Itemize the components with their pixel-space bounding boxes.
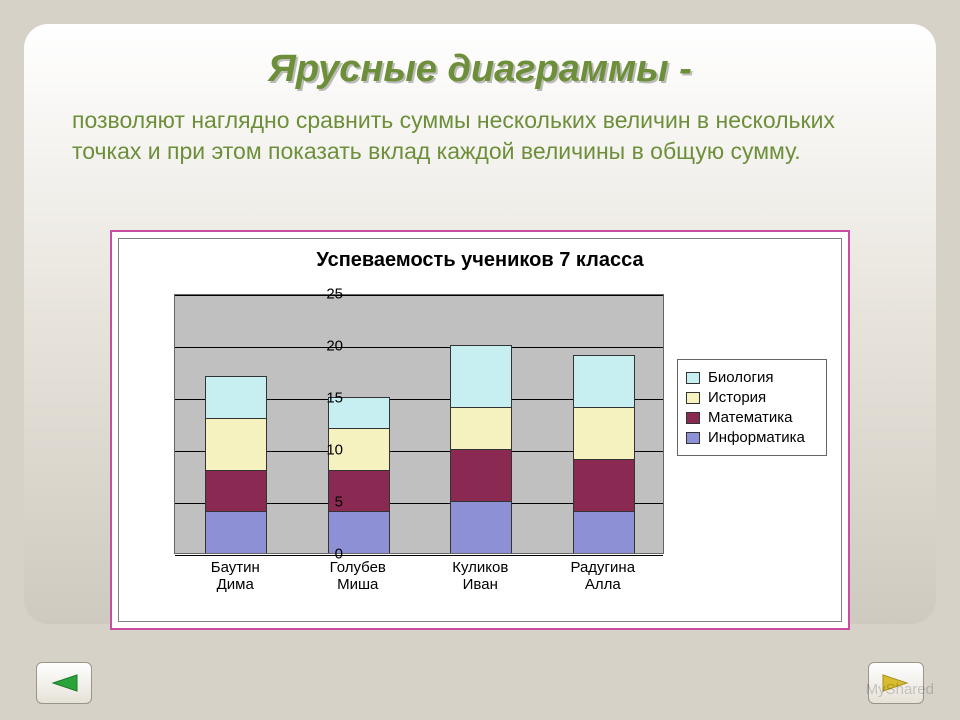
gridline [175,295,663,296]
x-tick-label: БаутинДима [175,559,295,594]
bar-group [573,355,635,553]
bar-segment-math [573,459,635,511]
y-tick-label: 25 [303,286,343,303]
bar-segment-informatics [450,501,512,553]
chart-area: Успеваемость учеников 7 класса Биология И… [118,238,842,622]
watermark: MyShared [866,681,934,698]
slide-title: Ярусные диаграммы - [60,48,900,91]
legend-swatch [686,392,700,404]
legend-item: Информатика [686,429,818,446]
prev-button[interactable] [36,662,92,704]
legend-label: История [708,389,766,406]
bar-segment-biology [205,376,267,418]
legend-label: Математика [708,409,793,426]
bar-segment-biology [573,355,635,407]
legend: Биология История Математика Информатика [677,359,827,456]
bar-group [450,345,512,553]
gridline [175,555,663,556]
bar-segment-history [205,418,267,470]
gridline [175,347,663,348]
bar-segment-math [205,470,267,512]
bar-group [328,397,390,553]
y-tick-label: 10 [303,442,343,459]
legend-label: Биология [708,369,773,386]
y-tick-label: 5 [303,494,343,511]
y-tick-label: 20 [303,338,343,355]
legend-item: История [686,389,818,406]
chart-title: Успеваемость учеников 7 класса [119,249,841,272]
legend-item: Математика [686,409,818,426]
bar-segment-biology [450,345,512,407]
legend-label: Информатика [708,429,805,446]
plot-area [174,294,664,554]
legend-item: Биология [686,369,818,386]
x-tick-label: КуликовИван [420,559,540,594]
bar-group [205,376,267,553]
bar-segment-informatics [573,511,635,553]
slide-description: позволяют наглядно сравнить суммы нескол… [72,105,892,167]
bar-segment-history [573,407,635,459]
chart-frame: Успеваемость учеников 7 класса Биология И… [110,230,850,630]
legend-swatch [686,412,700,424]
bar-segment-history [450,407,512,449]
x-tick-label: РадугинаАлла [543,559,663,594]
legend-swatch [686,372,700,384]
bar-segment-math [450,449,512,501]
x-tick-label: ГолубевМиша [298,559,418,594]
legend-swatch [686,432,700,444]
bar-segment-informatics [205,511,267,553]
arrow-left-icon [49,671,79,695]
y-tick-label: 15 [303,390,343,407]
